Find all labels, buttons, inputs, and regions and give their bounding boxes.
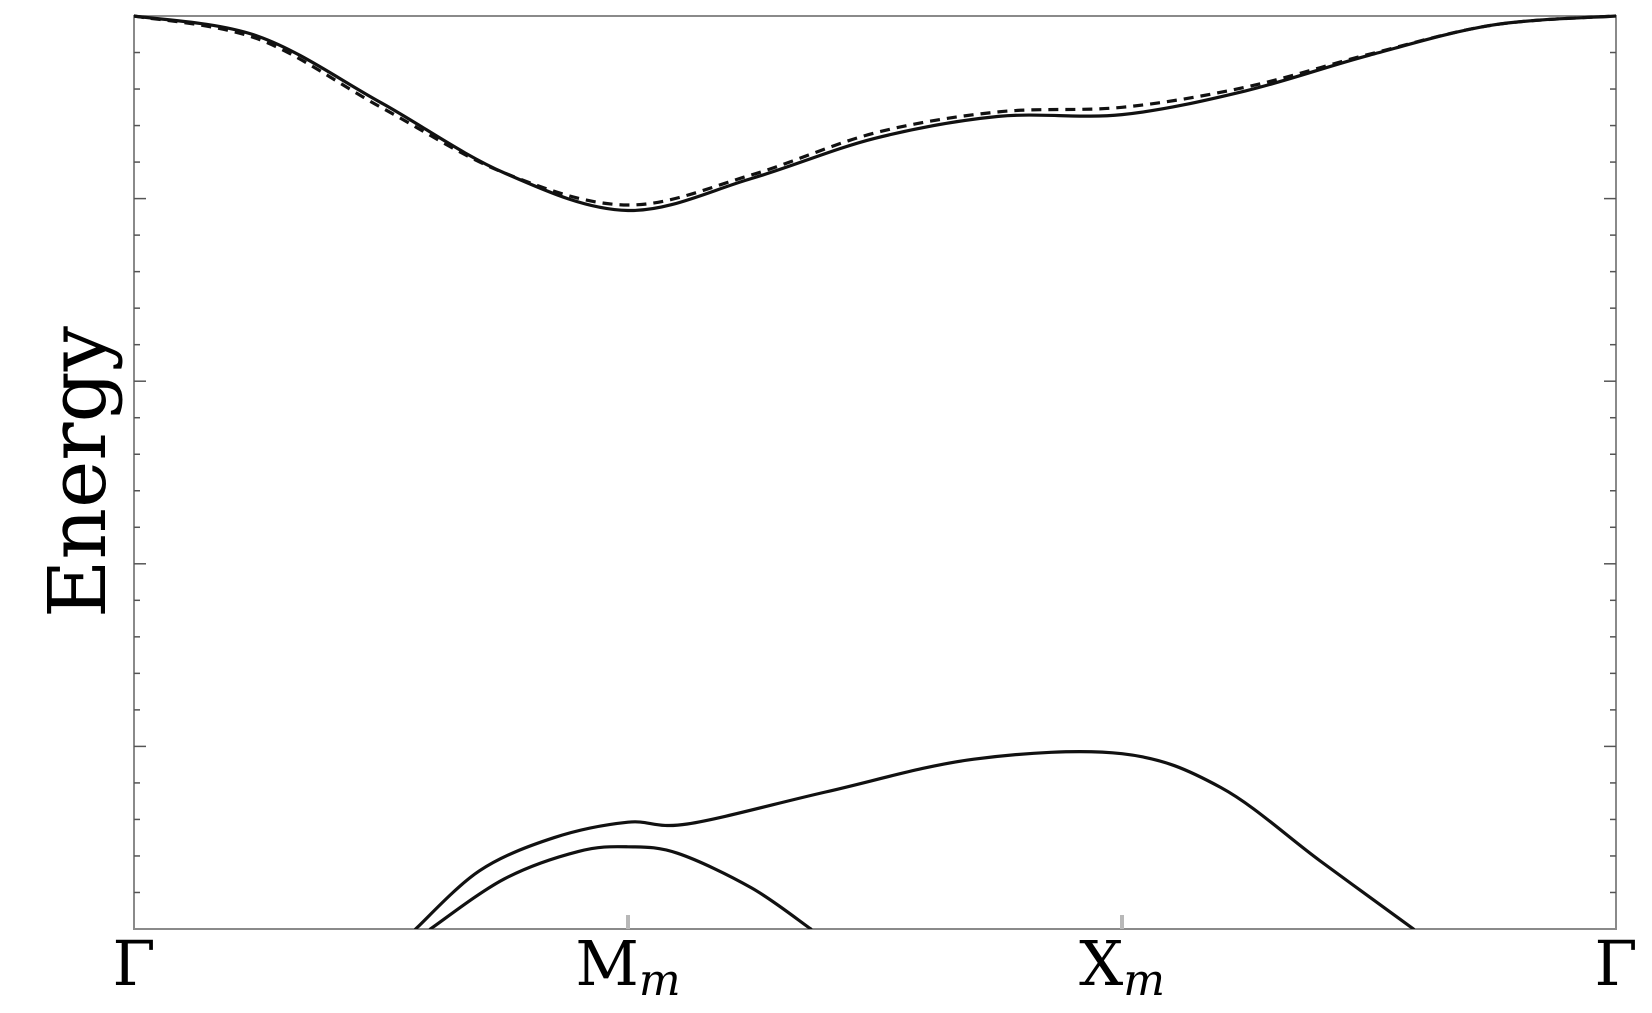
y-axis-ticks-right xyxy=(1604,51,1616,894)
x-tick-label: Γ xyxy=(112,927,155,1000)
band-line-1 xyxy=(134,14,1616,213)
x-axis-ticks xyxy=(626,915,1124,929)
band-line-4 xyxy=(428,845,813,929)
plot-frame xyxy=(133,15,1617,930)
x-tick-labels: Γ Mm Xm Γ xyxy=(112,927,1637,1006)
band-series xyxy=(134,14,1616,929)
y-axis-ticks-left xyxy=(134,51,146,894)
x-tick-label: Γ xyxy=(1594,927,1637,1000)
band-line-3 xyxy=(414,750,1416,929)
band-line-2 xyxy=(134,14,1616,207)
x-tick-label: Mm xyxy=(575,927,680,1006)
x-tick-label: Xm xyxy=(1079,927,1165,1006)
y-axis-label: Energy xyxy=(31,326,124,618)
